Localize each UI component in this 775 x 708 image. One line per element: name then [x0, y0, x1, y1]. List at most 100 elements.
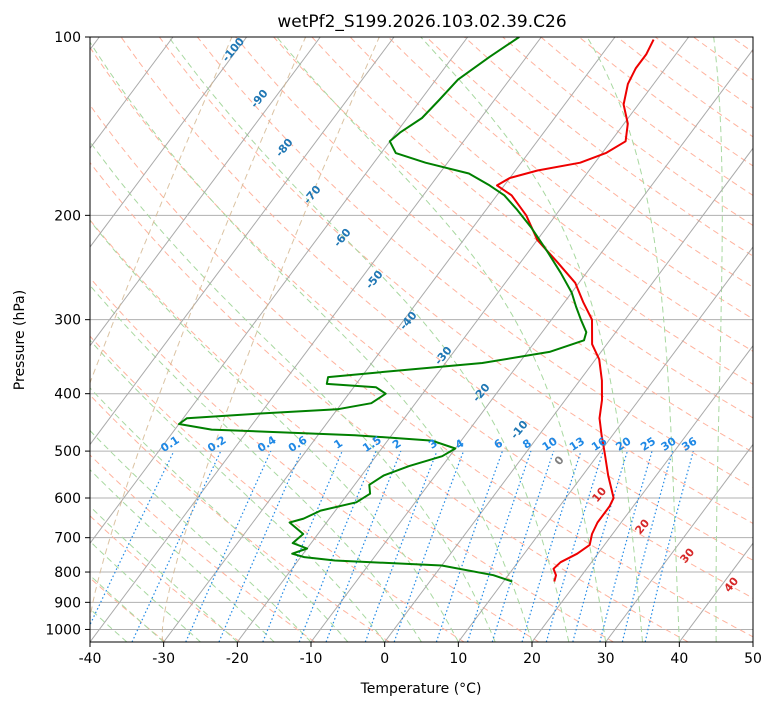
moist-adiabat-line — [90, 219, 459, 642]
skewed-isotherm-line — [163, 37, 616, 642]
isotherm-label: -100 — [219, 35, 247, 65]
moist-adiabat-line — [90, 505, 238, 642]
moist-adiabat-line — [90, 387, 349, 642]
moist-adiabat-line — [276, 37, 607, 642]
mixing-ratio-label: 0.4 — [255, 433, 279, 455]
moist-adiabat-line — [90, 469, 275, 642]
chart-title: wetPf2_S199.2026.103.02.39.C26 — [277, 12, 566, 32]
isotherm-label: 40 — [721, 574, 741, 594]
dry-adiabat-line — [693, 37, 753, 81]
mixing-ratio-line — [621, 450, 674, 642]
axes: -40 -30 -20 -10 0 10 20 30 40 5010009008007006005… — [45, 30, 762, 667]
mixing-ratio-label: 1 — [332, 437, 346, 452]
mixing-ratio-line — [572, 450, 628, 642]
isotherm-label: -20 — [470, 381, 493, 405]
skewed-isotherm-line — [90, 37, 542, 642]
isotherm-label: -70 — [301, 183, 324, 207]
x-tick-label: -30 — [152, 651, 175, 667]
skewed-isotherm-line — [90, 37, 469, 545]
isotherm-label: 10 — [589, 484, 609, 504]
dry-adiabat-line — [90, 104, 753, 638]
y-tick-label: 400 — [54, 387, 81, 403]
moist-adiabat-line — [420, 37, 643, 642]
moist-adiabat-line — [586, 37, 680, 642]
y-tick-label: 300 — [54, 313, 81, 329]
ice-process-curve — [161, 37, 380, 642]
mixing-ratio-line — [435, 450, 503, 642]
y-tick-label: 900 — [54, 595, 81, 611]
moist-adiabat-line — [90, 540, 201, 642]
y-tick-label: 200 — [54, 208, 81, 224]
x-tick-label: -10 — [300, 651, 323, 667]
skewed-isotherm-line — [90, 37, 395, 446]
dry-adiabat-line — [120, 37, 753, 561]
skewed-isotherm-line — [310, 48, 753, 642]
moist-adiabat-line — [90, 41, 533, 642]
mixing-ratio-line — [491, 450, 555, 642]
x-tick-label: -40 — [79, 651, 102, 667]
mixing-ratio-line — [644, 450, 694, 642]
y-tick-label: 700 — [54, 531, 81, 547]
dry-adiabat-line — [273, 37, 753, 419]
isotherm-label: 30 — [677, 545, 697, 565]
dry-adiabat-line — [90, 577, 166, 642]
mixing-ratio-label: 0.2 — [205, 433, 228, 455]
plot-frame — [89, 36, 754, 643]
isotherm-label: -80 — [273, 136, 296, 160]
dry-adiabat-line — [90, 515, 241, 642]
moist-adiabat-line — [90, 284, 422, 642]
skewed-isotherm-line — [531, 344, 753, 642]
mixing-ratio-label: 6 — [492, 436, 506, 451]
mixing-ratio-line — [262, 450, 343, 642]
y-tick-label: 100 — [54, 30, 81, 46]
profile-lines — [178, 37, 655, 583]
skewed-isotherm-line — [90, 37, 248, 248]
skewed-isotherm-line — [752, 641, 753, 642]
y-tick-label: 600 — [54, 491, 81, 507]
mixing-ratio-line — [466, 450, 532, 642]
dry-adiabat-line — [90, 277, 540, 642]
background-lines — [90, 37, 775, 642]
x-tick-label: 0 — [380, 651, 389, 667]
x-axis-label: Temperature (°C) — [360, 681, 482, 697]
x-tick-label: 20 — [523, 651, 541, 667]
ice-process-curve — [90, 37, 307, 642]
dry-adiabat-line — [616, 37, 753, 138]
mixing-ratio-line — [393, 450, 465, 642]
skewed-isotherm-line — [384, 147, 753, 642]
dry-adiabat-line — [90, 335, 465, 642]
moist-adiabat-line — [713, 37, 723, 642]
x-tick-label: -20 — [226, 651, 249, 667]
dry-adiabat-line — [90, 219, 614, 642]
x-tick-label: 10 — [449, 651, 467, 667]
y-tick-label: 800 — [54, 565, 81, 581]
dry-adiabat-line — [770, 37, 775, 642]
mixing-ratio-label: 0.1 — [158, 433, 181, 455]
dry-adiabat-line — [464, 37, 753, 257]
skewed-isotherm-line — [90, 37, 174, 150]
moist-adiabat-line — [168, 37, 570, 642]
isotherm-label: 0 — [552, 453, 567, 467]
mixing-ratio-line — [364, 450, 438, 642]
ice-process-curve — [90, 37, 233, 385]
dry-adiabat-line — [349, 37, 753, 352]
skewed-isotherm-line — [236, 37, 690, 642]
dry-adiabat-line — [90, 161, 689, 642]
dry-adiabat-line — [502, 37, 753, 227]
mixing-ratio-line — [131, 450, 222, 642]
moist-adiabat-line — [90, 574, 165, 642]
inline-line-labels: 0.1 0.2 0.4 0.6 1 1.5 2 3 4 6 8 10 13 16 20 25 30 36-100-… — [158, 35, 741, 595]
x-tick-label: 30 — [597, 651, 615, 667]
isotherm-label: -90 — [248, 87, 271, 111]
skewed-isotherm-line — [457, 246, 753, 642]
isotherm-label: 20 — [632, 516, 652, 536]
y-axis-label: Pressure (hPa) — [12, 290, 28, 390]
dry-adiabat-line — [90, 46, 753, 599]
dewpoint-profile-line — [178, 37, 588, 583]
skewed-isotherm-line — [605, 443, 753, 642]
mixing-ratio-line — [545, 450, 604, 642]
dry-adiabat-line — [311, 37, 753, 385]
moist-adiabat-line — [90, 140, 496, 642]
mixing-ratio-line — [599, 450, 653, 642]
